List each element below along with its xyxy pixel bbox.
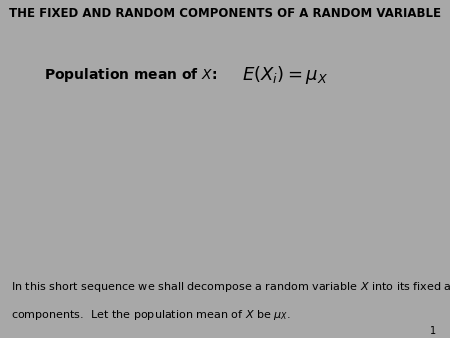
Text: 1: 1 <box>430 326 436 336</box>
Text: $E(X_i)= \mu_X$: $E(X_i)= \mu_X$ <box>242 64 328 86</box>
Text: Population mean of $\mathit{X}$:: Population mean of $\mathit{X}$: <box>44 66 217 83</box>
Text: THE FIXED AND RANDOM COMPONENTS OF A RANDOM VARIABLE: THE FIXED AND RANDOM COMPONENTS OF A RAN… <box>9 7 441 20</box>
Text: components.  Let the population mean of $\mathit{X}$ be $\mu_X$.: components. Let the population mean of $… <box>11 308 291 322</box>
Text: In this short sequence we shall decompose a random variable $\mathit{X}$ into it: In this short sequence we shall decompos… <box>11 281 450 294</box>
